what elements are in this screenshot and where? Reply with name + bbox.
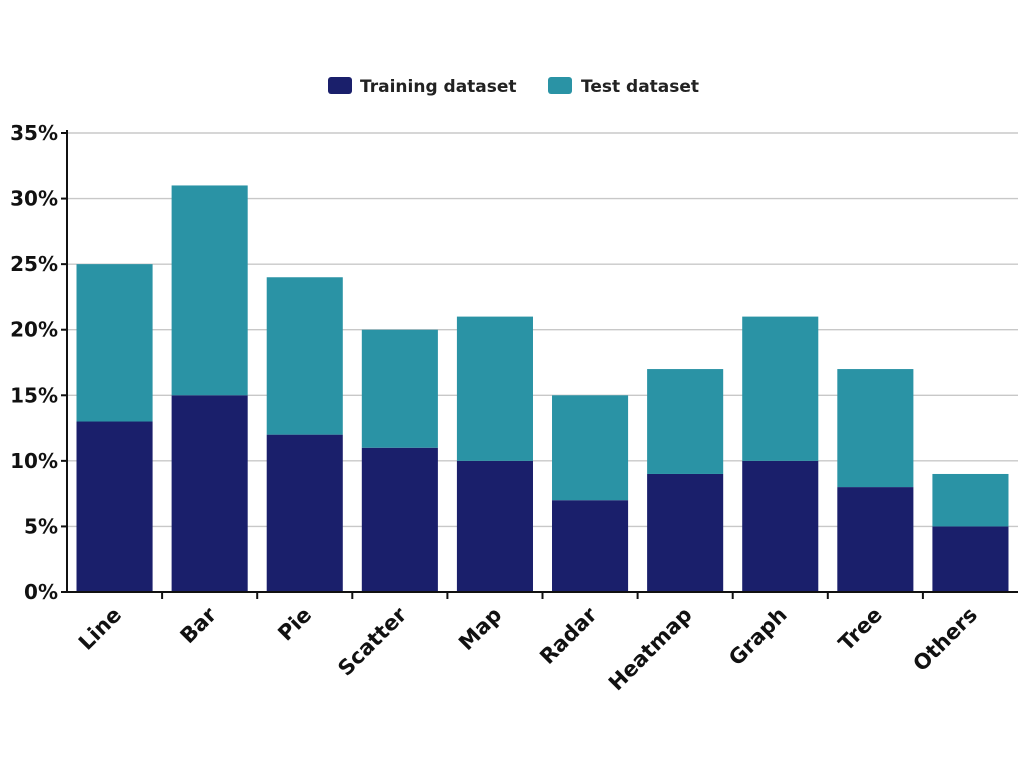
x-tick-label-pie: Pie [273,603,316,646]
x-tick-label-line: Line [74,603,126,655]
bar-line-series-1 [76,264,153,422]
x-tick-label-map: Map [454,603,506,655]
y-tick-label: 15% [10,383,58,407]
bar-map-series-1 [456,316,533,461]
bar-radar-series-0 [552,500,629,592]
legend-swatch-test [548,77,572,94]
x-tick-label-others: Others [908,603,982,677]
bar-heatmap-series-0 [647,473,724,592]
bar-others-series-0 [932,526,1009,592]
bar-pie-series-1 [266,277,343,435]
x-tick-label-graph: Graph [724,603,792,671]
x-tick-labels: Line Bar Pie Scatter Map Radar Heatmap Graph Tre… [74,592,982,695]
y-tick-label: 35% [10,121,58,145]
y-tick-label: 20% [10,318,58,342]
x-tick-label-tree: Tree [834,603,887,656]
legend-label-test: Test dataset [581,77,699,97]
bar-radar-series-1 [552,395,629,501]
bar-scatter-series-0 [361,447,438,592]
bar-map-series-0 [456,460,533,592]
y-tick-label: 0% [24,580,58,604]
bar-graph-series-0 [742,460,819,592]
legend-swatch-training [328,77,352,94]
x-tick-label-scatter: Scatter [333,602,412,681]
y-tick-label: 25% [10,252,58,276]
bar-others-series-1 [932,473,1009,527]
bar-bar-series-1 [171,185,248,396]
x-tick-label-heatmap: Heatmap [604,603,697,696]
bar-line-series-0 [76,421,153,592]
bar-scatter-series-1 [361,329,438,448]
y-tick-label: 10% [10,449,58,473]
x-tick-label-bar: Bar [176,602,222,648]
x-tick-label-radar: Radar [535,602,602,669]
y-tick-labels: 0% 5% 10% 15% 20% 25% 30% 35% [10,121,67,604]
bars [76,185,1009,592]
y-tick-label: 30% [10,187,58,211]
bar-pie-series-0 [266,434,343,592]
legend-label-training: Training dataset [360,77,517,97]
bar-heatmap-series-1 [647,369,724,474]
legend: Training dataset Test dataset [328,77,699,97]
bar-tree-series-1 [837,369,914,488]
y-tick-label: 5% [24,514,58,538]
bar-bar-series-0 [171,395,248,592]
bar-graph-series-1 [742,316,819,461]
bar-tree-series-0 [837,487,914,592]
